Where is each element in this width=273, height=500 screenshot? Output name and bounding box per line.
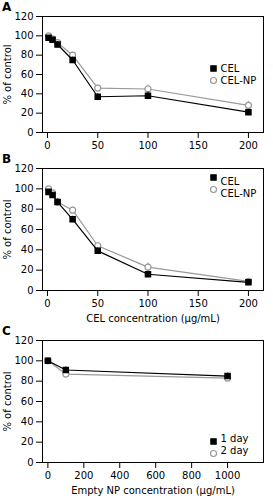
svg-text:100: 100 <box>138 298 157 309</box>
svg-text:100: 100 <box>138 140 157 151</box>
svg-text:600: 600 <box>146 470 165 481</box>
svg-text:200: 200 <box>74 470 93 481</box>
svg-text:150: 150 <box>189 298 208 309</box>
svg-text:20: 20 <box>21 264 34 275</box>
svg-text:40: 40 <box>21 244 34 255</box>
svg-text:20: 20 <box>21 436 34 447</box>
svg-text:200: 200 <box>239 298 258 309</box>
svg-text:100: 100 <box>14 355 33 366</box>
svg-text:1000: 1000 <box>215 470 240 481</box>
svg-text:60: 60 <box>21 396 34 407</box>
svg-text:0: 0 <box>44 140 50 151</box>
svg-text:0: 0 <box>27 127 33 138</box>
html-text:C: C <box>2 324 11 338</box>
svg-text:40: 40 <box>21 88 34 99</box>
svg-text:0: 0 <box>27 285 33 296</box>
svg-text:CEL concentration (μg/mL): CEL concentration (μg/mL) <box>86 313 220 324</box>
html-text:A: A <box>2 0 12 14</box>
svg-text:50: 50 <box>91 298 104 309</box>
svg-text:1 day: 1 day <box>221 433 249 444</box>
svg-text:120: 120 <box>14 163 33 174</box>
svg-text:0: 0 <box>45 470 51 481</box>
svg-text:800: 800 <box>182 470 201 481</box>
svg-text:50: 50 <box>91 140 104 151</box>
svg-text:100: 100 <box>14 30 33 41</box>
svg-text:0: 0 <box>27 457 33 468</box>
svg-text:0: 0 <box>44 298 50 309</box>
svg-text:% of control: % of control <box>2 199 13 259</box>
svg-text:CEL-NP: CEL-NP <box>221 188 257 199</box>
svg-text:120: 120 <box>14 11 33 22</box>
svg-text:60: 60 <box>21 224 34 235</box>
svg-text:CEL-NP: CEL-NP <box>221 75 257 86</box>
svg-text:200: 200 <box>239 140 258 151</box>
svg-text:150: 150 <box>189 140 208 151</box>
svg-text:% of control: % of control <box>2 44 13 104</box>
svg-text:CEL: CEL <box>221 176 240 187</box>
svg-text:100: 100 <box>14 183 33 194</box>
svg-text:120: 120 <box>14 335 33 346</box>
svg-text:60: 60 <box>21 69 34 80</box>
svg-text:CEL: CEL <box>221 63 240 74</box>
svg-text:80: 80 <box>21 49 34 60</box>
svg-text:80: 80 <box>21 375 34 386</box>
svg-text:Empty NP concentration (μg/mL): Empty NP concentration (μg/mL) <box>71 485 235 496</box>
html-text:B: B <box>2 152 12 166</box>
svg-text:40: 40 <box>21 416 34 427</box>
svg-text:80: 80 <box>21 203 34 214</box>
svg-text:2 day: 2 day <box>221 445 249 456</box>
svg-text:20: 20 <box>21 107 34 118</box>
svg-text:400: 400 <box>110 470 129 481</box>
svg-text:% of control: % of control <box>2 371 13 431</box>
